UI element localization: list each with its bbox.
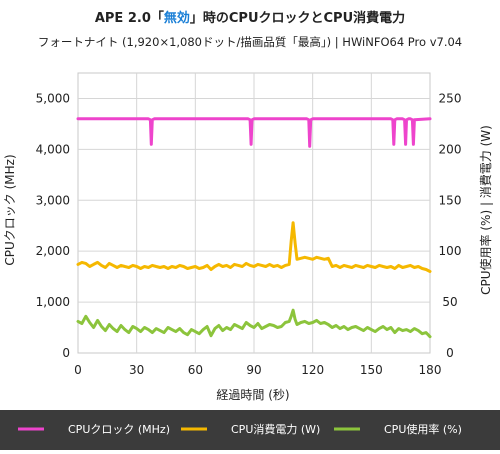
x-tick-label: 90 — [246, 363, 261, 377]
series-layer — [76, 117, 432, 339]
y-right-tick-label: 50 — [442, 295, 457, 309]
y-right-tick-label: 250 — [439, 91, 462, 105]
grid-layer — [77, 72, 431, 354]
y-axis-left-label: CPUクロック (MHz) — [3, 154, 17, 265]
series-line-1 — [76, 221, 432, 273]
y-right-tick-label: 200 — [439, 142, 462, 156]
x-axis-label: 経過時間 (秒) — [216, 388, 289, 402]
legend-bar — [0, 410, 500, 450]
x-tick-label: 30 — [129, 363, 144, 377]
y-left-tick-label: 3,000 — [36, 193, 70, 207]
y-axis-right-label: CPU使用率 (%) | 消費電力 (W) — [478, 125, 493, 295]
y-left-tick-label: 2,000 — [36, 244, 70, 258]
series-line-0 — [76, 117, 432, 148]
x-tick-label: 120 — [301, 363, 324, 377]
y-left-tick-label: 1,000 — [36, 295, 70, 309]
y-right-tick-label: 150 — [439, 193, 462, 207]
legend-label-0: CPUクロック (MHz) — [68, 423, 170, 436]
x-tick-label: 0 — [74, 363, 82, 377]
y-left-tick-label: 5,000 — [36, 91, 70, 105]
chart-title: APE 2.0「無効」時のCPUクロックとCPU消費電力 — [95, 10, 405, 26]
x-tick-label: 150 — [360, 363, 383, 377]
chart-subtitle: フォートナイト (1,920×1,080ドット/描画品質「最高」) | HWiN… — [38, 35, 462, 49]
y-right-tick-label: 0 — [446, 346, 454, 360]
legend-label-1: CPU消費電力 (W) — [231, 422, 320, 436]
x-tick-label: 180 — [419, 363, 442, 377]
chart-title-prefix: APE 2.0「 — [95, 10, 164, 26]
legend-label-2: CPU使用率 (%) — [384, 422, 462, 436]
axis-layer: 0 1,000 2,000 3,000 4,000 5,000 0 50 100 150 200 25… — [36, 91, 462, 377]
y-left-tick-label: 0 — [62, 346, 70, 360]
chart-title-suffix: 」時のCPUクロックとCPU消費電力 — [190, 10, 405, 26]
legend: CPUクロック (MHz) CPU消費電力 (W) CPU使用率 (%) — [18, 422, 462, 436]
series-line-2 — [76, 308, 432, 339]
y-right-tick-label: 100 — [439, 244, 462, 258]
x-tick-label: 60 — [188, 363, 203, 377]
chart-title-accent: 無効 — [164, 10, 190, 26]
y-left-tick-label: 4,000 — [36, 142, 70, 156]
